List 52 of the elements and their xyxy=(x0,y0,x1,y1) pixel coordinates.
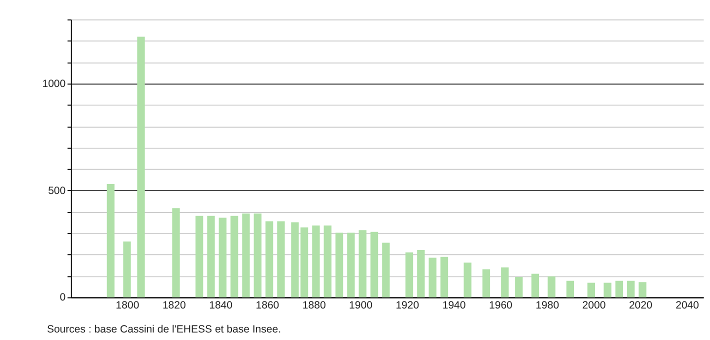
bar xyxy=(207,216,215,298)
bar xyxy=(382,242,390,298)
bar xyxy=(242,214,250,298)
bar xyxy=(417,250,425,298)
y-tick-label: 0 xyxy=(60,292,66,304)
bar xyxy=(405,252,414,298)
bar xyxy=(137,36,145,298)
bar xyxy=(277,221,285,298)
bar xyxy=(615,280,624,298)
bar xyxy=(515,276,523,298)
bar xyxy=(370,232,378,298)
x-tick-label: 1820 xyxy=(162,299,186,312)
bar xyxy=(482,269,490,298)
bar xyxy=(358,230,366,298)
bar xyxy=(324,225,332,298)
x-tick-label: 2020 xyxy=(628,299,653,312)
x-tick-label: 1860 xyxy=(256,299,280,312)
bar xyxy=(123,242,131,298)
bar xyxy=(548,276,556,298)
x-tick-label: 2040 xyxy=(676,299,700,312)
bar xyxy=(428,258,436,298)
bar xyxy=(265,221,274,298)
bar xyxy=(501,267,509,298)
x-tick-label: 1840 xyxy=(209,299,233,312)
source-note: Sources : base Cassini de l'EHESS et base Insee. xyxy=(46,324,282,336)
bar xyxy=(172,208,180,298)
bar xyxy=(347,232,355,298)
x-tick-label: 1980 xyxy=(536,299,560,312)
bar xyxy=(230,216,238,298)
x-tick-label: 1940 xyxy=(442,299,466,312)
bar xyxy=(464,262,472,298)
x-tick-label: 2000 xyxy=(582,299,606,312)
bar xyxy=(218,218,226,298)
bar xyxy=(195,216,204,298)
x-tick-label: 1880 xyxy=(302,299,326,312)
bar xyxy=(627,280,635,298)
bar xyxy=(335,232,344,298)
x-tick-label: 1920 xyxy=(396,299,420,312)
x-tick-label: 1960 xyxy=(489,299,513,312)
bar xyxy=(587,282,596,298)
y-tick-label: 1000 xyxy=(42,78,66,90)
bar xyxy=(566,280,574,298)
x-tick-label: 1800 xyxy=(116,299,140,312)
y-tick-label: 500 xyxy=(48,184,66,197)
bar xyxy=(254,214,262,298)
bar xyxy=(638,282,646,298)
bar xyxy=(604,282,612,298)
bar xyxy=(440,256,448,298)
bar xyxy=(531,274,540,298)
bar xyxy=(106,184,115,298)
bar xyxy=(312,225,320,298)
x-tick-label: 1900 xyxy=(349,299,373,312)
